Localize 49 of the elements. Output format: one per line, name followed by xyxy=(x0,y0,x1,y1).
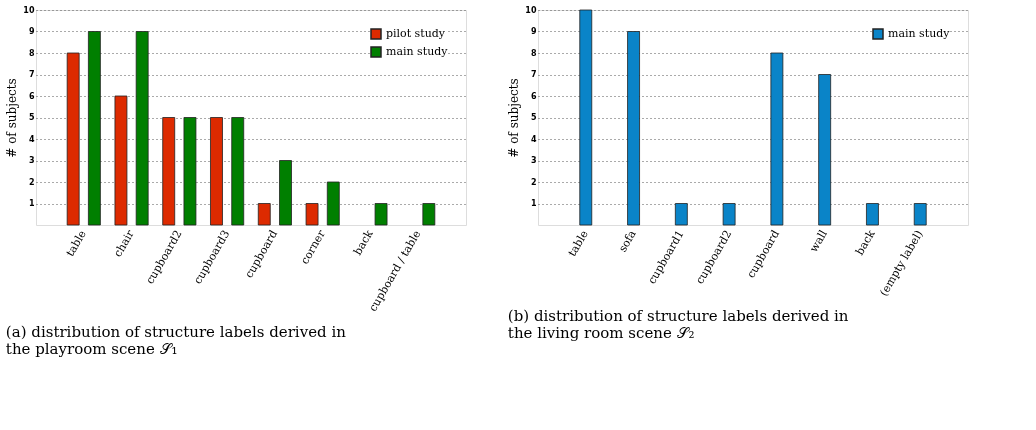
bar xyxy=(162,117,176,226)
bar xyxy=(374,203,388,226)
text: (b) distribution of structure labels derived in the living room scene 𝒮₂ xyxy=(507,307,849,343)
y-tick-label: 9 xyxy=(530,27,537,36)
bar xyxy=(818,74,832,226)
bar xyxy=(114,95,128,226)
y-tick-label: 10 xyxy=(525,5,537,15)
bar xyxy=(135,31,149,226)
bar xyxy=(627,31,640,226)
bar xyxy=(422,203,436,226)
bar xyxy=(326,181,340,226)
y-tick-label: 2 xyxy=(28,177,35,187)
bar xyxy=(305,203,319,226)
legend-label: pilot study xyxy=(386,27,446,40)
bar xyxy=(183,117,197,226)
bar xyxy=(231,117,245,226)
y-tick-label: 8 xyxy=(28,48,35,58)
bar xyxy=(279,160,292,226)
bar xyxy=(866,203,879,226)
y-tick-label: 1 xyxy=(530,199,537,208)
y-tick-label: 6 xyxy=(28,91,35,101)
bar xyxy=(66,52,80,226)
text: (a) distribution of structure labels derived in the playroom scene 𝒮₁ xyxy=(5,322,347,358)
legend-label: main study xyxy=(888,27,951,40)
y-tick-label: 5 xyxy=(28,113,35,122)
bar xyxy=(913,203,927,226)
y-tick-label: 4 xyxy=(530,134,537,144)
y-tick-label: 7 xyxy=(28,70,35,79)
y-tick-label: 10 xyxy=(23,5,35,15)
bar xyxy=(674,203,688,226)
y-tick-label: 4 xyxy=(28,134,35,144)
bar xyxy=(770,52,784,226)
y-tick-label: 3 xyxy=(28,156,35,165)
y-tick-label: 6 xyxy=(530,91,537,101)
bar xyxy=(257,203,271,226)
bar xyxy=(722,203,736,226)
y-tick-label: 9 xyxy=(28,27,35,36)
y-tick-label: 7 xyxy=(530,70,537,79)
legend-label: main study xyxy=(386,45,449,58)
y-tick-label: 5 xyxy=(530,113,537,122)
bar xyxy=(88,31,101,226)
y-tick-label: 8 xyxy=(530,48,537,58)
bar xyxy=(579,9,593,226)
y-tick-label: 3 xyxy=(530,156,537,165)
y-tick-label: 1 xyxy=(28,199,35,208)
bar xyxy=(210,117,223,226)
y-tick-label: 2 xyxy=(530,177,537,187)
y-axis-title: # of subjects xyxy=(507,78,522,158)
y-axis-title: # of subjects xyxy=(5,78,20,158)
